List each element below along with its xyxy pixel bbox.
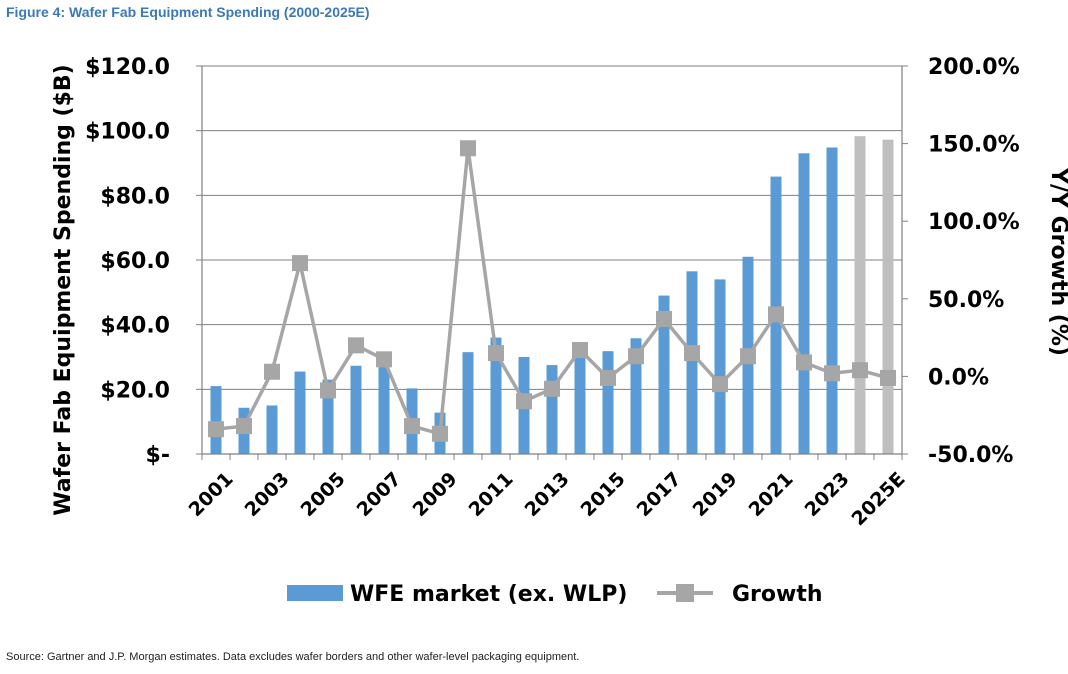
bar-2011	[490, 337, 502, 454]
growth-marker-2011	[488, 345, 504, 362]
x-tick-label-2015: 2015	[577, 468, 630, 521]
legend-bar-swatch	[287, 585, 343, 601]
growth-marker-2012	[516, 393, 532, 410]
left-axis-title: Wafer Fab Equipment Spending ($B)	[51, 64, 76, 515]
left-tick-label-3: $60.0	[100, 249, 170, 274]
left-tick-label-6: $120.0	[85, 55, 170, 80]
legend-bar-label: WFE market (ex. WLP)	[350, 582, 627, 607]
left-axis-ticks: $- $20.0 $40.0 $60.0 $80.0 $100.0 $120.0	[85, 55, 170, 468]
right-tick-label-4: 150.0%	[928, 133, 1020, 158]
bar-2025E	[882, 139, 894, 454]
bar-2024E	[854, 136, 866, 454]
bar-2014	[574, 347, 586, 454]
source-note: Source: Gartner and J.P. Morgan estimate…	[6, 651, 580, 663]
growth-marker-2005	[320, 382, 336, 399]
growth-marker-2004	[292, 255, 308, 272]
left-tick-label-2: $40.0	[100, 314, 170, 339]
growth-marker-2002	[236, 418, 252, 435]
axes	[196, 65, 908, 460]
bar-2017	[658, 295, 670, 454]
growth-marker-2007	[376, 351, 392, 368]
growth-series	[208, 140, 896, 442]
growth-marker-2025E	[880, 369, 896, 386]
growth-marker-2006	[348, 337, 364, 354]
right-axis-title: Y/Y Growth (%)	[1046, 167, 1068, 356]
growth-marker-2020	[740, 348, 756, 365]
left-tick-label-5: $100.0	[85, 120, 170, 145]
growth-marker-2015	[600, 369, 616, 386]
x-tick-label-2013: 2013	[521, 468, 574, 521]
legend: WFE market (ex. WLP) Growth	[287, 582, 823, 607]
growth-marker-2023	[824, 365, 840, 382]
bar-2018	[686, 271, 698, 454]
bar-2004	[294, 371, 306, 454]
growth-marker-2021	[768, 306, 784, 323]
growth-marker-2024E	[852, 362, 868, 379]
x-tick-label-2017: 2017	[633, 468, 686, 521]
x-tick-label-2009: 2009	[409, 468, 462, 521]
growth-marker-2003	[264, 363, 280, 380]
figure-title: Figure 4: Wafer Fab Equipment Spending (…	[6, 4, 370, 20]
growth-marker-2019	[712, 376, 728, 393]
x-tick-label-2011: 2011	[465, 468, 518, 521]
growth-marker-2001	[208, 421, 224, 438]
bar-series	[210, 136, 894, 455]
x-tick-label-2021: 2021	[745, 468, 798, 521]
legend-line-label: Growth	[732, 582, 823, 607]
bar-2001	[210, 386, 222, 454]
x-tick-label-2005: 2005	[297, 468, 350, 521]
bar-2013	[546, 365, 558, 454]
bar-2005	[322, 379, 334, 454]
bar-2007	[378, 362, 390, 454]
bar-2006	[350, 365, 362, 454]
bar-2016	[630, 338, 642, 454]
legend-line-marker	[676, 584, 694, 602]
x-tick-label-2003: 2003	[241, 468, 294, 521]
right-tick-label-5: 200.0%	[928, 55, 1020, 80]
bar-2023	[826, 147, 838, 455]
right-tick-label-2: 50.0%	[928, 288, 1004, 313]
growth-marker-2018	[684, 345, 700, 362]
growth-marker-2016	[628, 348, 644, 365]
left-tick-label-4: $80.0	[100, 184, 170, 209]
bar-2010	[462, 352, 474, 454]
left-tick-label-0: $-	[146, 443, 170, 468]
bar-2022	[798, 153, 810, 455]
x-tick-label-2025E: 2025E	[847, 468, 909, 530]
x-tick-label-2001: 2001	[185, 468, 238, 521]
right-axis-ticks: -50.0% 0.0% 50.0% 100.0% 150.0% 200.0%	[928, 55, 1020, 468]
wfe-combo-chart: $- $20.0 $40.0 $60.0 $80.0 $100.0 $120.0 -50.0…	[51, 55, 1068, 607]
growth-marker-2022	[796, 354, 812, 371]
x-tick-label-2023: 2023	[801, 468, 854, 521]
bar-2019	[714, 279, 726, 454]
growth-marker-2010	[460, 140, 476, 157]
x-tick-label-2019: 2019	[689, 468, 742, 521]
growth-marker-2014	[572, 342, 588, 359]
bar-2015	[602, 351, 614, 454]
right-tick-label-0: -50.0%	[928, 443, 1013, 468]
bar-2003	[266, 405, 278, 454]
right-tick-label-1: 0.0%	[928, 365, 989, 390]
growth-marker-2017	[656, 310, 672, 327]
growth-marker-2013	[544, 380, 560, 397]
right-tick-label-3: 100.0%	[928, 210, 1020, 235]
x-tick-label-2007: 2007	[353, 468, 406, 521]
left-tick-label-1: $20.0	[100, 378, 170, 403]
growth-marker-2009	[432, 425, 448, 442]
x-axis-ticks: 2001 2003 2005 2007 2009 2011 2013 2015 2017 2019…	[185, 468, 910, 530]
growth-marker-2008	[404, 418, 420, 435]
